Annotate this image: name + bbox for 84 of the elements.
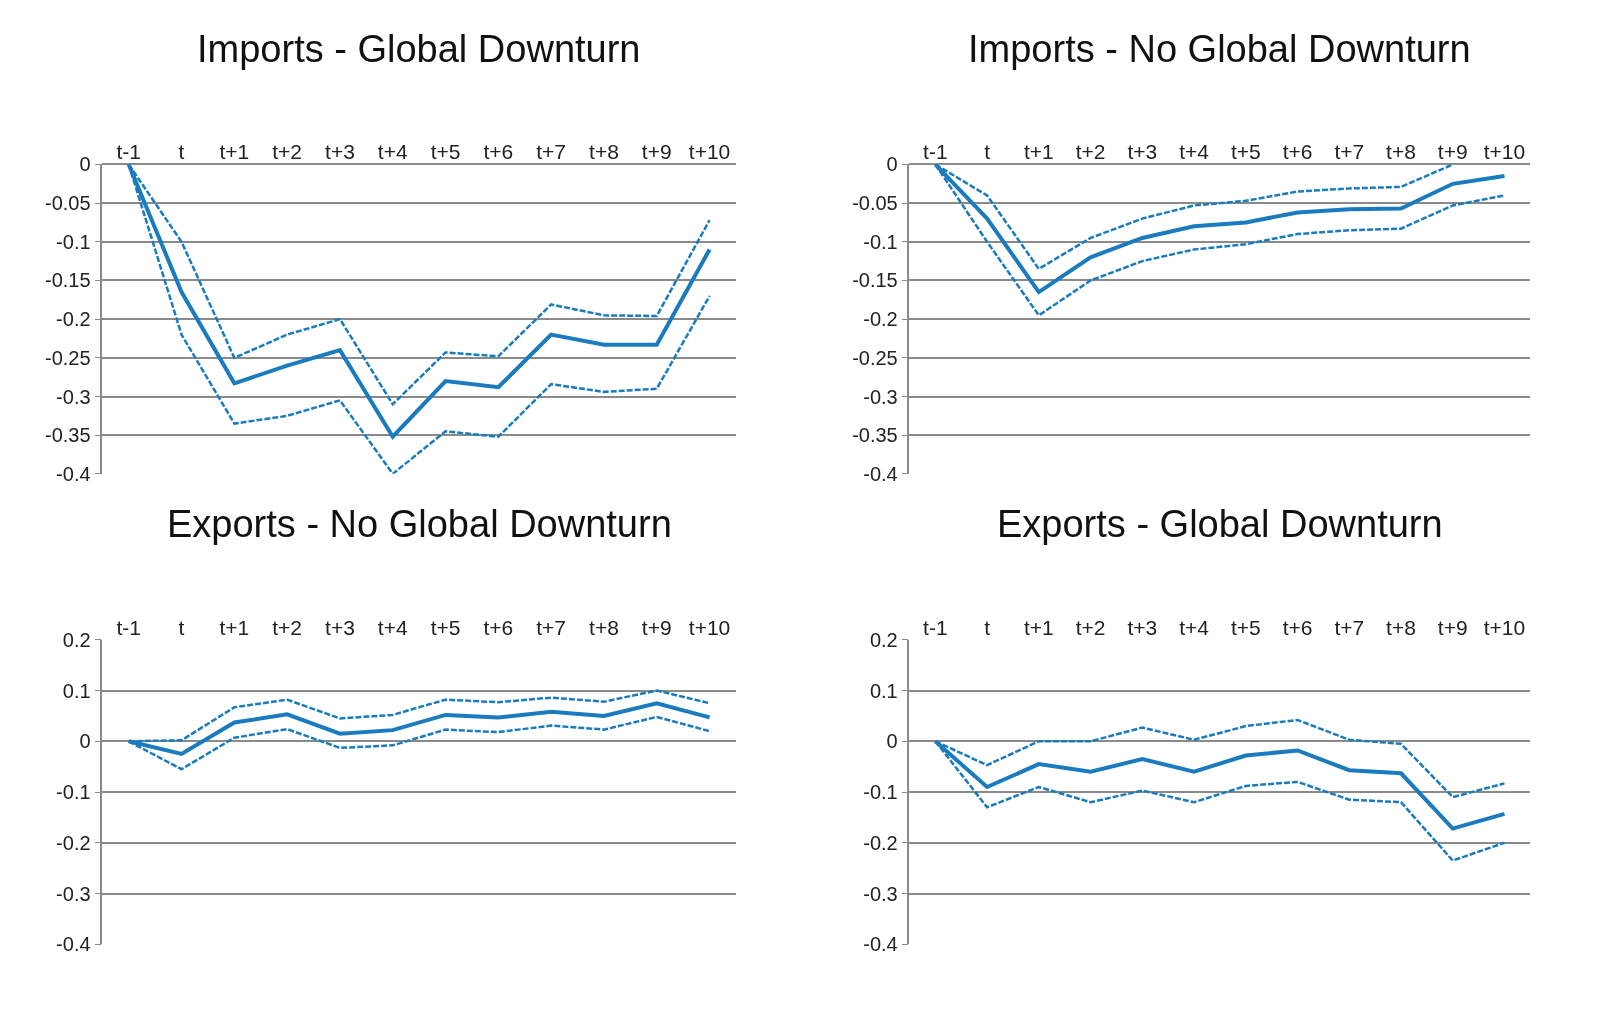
x-tick-label: t+4 [377, 140, 408, 164]
x-tick-label: t+7 [536, 140, 567, 164]
x-tick-label: t [984, 615, 991, 639]
y-tick-label: -0.1 [863, 230, 898, 253]
x-tick-label: t+8 [589, 615, 619, 639]
x-tick-label: t+2 [1075, 140, 1106, 164]
y-tick-label: 0 [886, 730, 898, 753]
y-tick-label: -0.4 [863, 462, 898, 485]
y-tick-label: 0.2 [62, 628, 91, 651]
y-tick-label: 0 [79, 730, 91, 753]
x-tick-label: t+1 [219, 615, 250, 639]
y-tick-label: -0.1 [863, 781, 898, 804]
x-tick-label: t+7 [1334, 615, 1365, 639]
chart-title: Exports - No Global Downturn [167, 503, 672, 545]
y-tick-label: 0.1 [869, 679, 898, 702]
y-tick-label: -0.1 [56, 230, 91, 253]
x-tick-label: t+3 [1127, 140, 1158, 164]
x-tick-label: t+9 [641, 140, 672, 164]
x-tick-label: t [178, 140, 185, 164]
x-tick-label: t [984, 140, 991, 164]
x-tick-label: t+2 [1075, 615, 1106, 639]
x-tick-label: t+10 [688, 615, 731, 639]
x-tick-label: t+4 [1179, 615, 1210, 639]
x-tick-label: t+5 [430, 615, 461, 639]
x-tick-label: t+6 [1282, 140, 1313, 164]
chart-title: Imports - No Global Downturn [968, 28, 1471, 70]
x-tick-label: t+6 [483, 615, 514, 639]
chart-title: Imports - Global Downturn [197, 28, 641, 70]
y-tick-label: -0.15 [852, 269, 898, 292]
x-tick-label: t+2 [272, 615, 303, 639]
y-tick-label: -0.3 [863, 385, 898, 408]
y-tick-label: 0.2 [869, 628, 898, 651]
x-tick-label: t+10 [1483, 615, 1526, 639]
y-tick-label: -0.4 [56, 462, 91, 485]
x-tick-label: t+5 [430, 140, 461, 164]
y-tick-label: -0.1 [56, 781, 91, 804]
x-tick-label: t+6 [483, 140, 514, 164]
y-tick-label: -0.3 [863, 882, 898, 905]
y-tick-label: -0.2 [863, 831, 898, 854]
x-tick-label: t+10 [688, 140, 731, 164]
x-tick-label: t+8 [1386, 615, 1416, 639]
x-tick-label: t+9 [641, 615, 672, 639]
y-tick-label: -0.4 [863, 933, 898, 956]
x-tick-label: t+2 [272, 140, 303, 164]
x-tick-label: t+5 [1230, 615, 1261, 639]
x-tick-label: t [178, 615, 185, 639]
x-tick-label: t+8 [589, 140, 619, 164]
y-tick-label: -0.4 [56, 933, 91, 956]
x-tick-label: t+4 [1179, 140, 1210, 164]
x-tick-label: t+9 [1437, 615, 1468, 639]
chart-title: Exports - Global Downturn [997, 503, 1443, 545]
x-tick-label: t+5 [1230, 140, 1261, 164]
x-tick-label: t+9 [1437, 140, 1468, 164]
x-tick-label: t-1 [116, 140, 141, 164]
x-tick-label: t-1 [923, 615, 948, 639]
y-tick-label: -0.35 [852, 424, 898, 447]
x-tick-label: t+7 [536, 615, 567, 639]
x-tick-label: t+1 [1023, 615, 1054, 639]
y-tick-label: 0 [79, 153, 91, 176]
x-tick-label: t+7 [1334, 140, 1365, 164]
x-tick-label: t+8 [1386, 140, 1416, 164]
y-tick-label: -0.35 [44, 424, 91, 447]
y-tick-label: -0.25 [852, 346, 898, 369]
y-tick-label: -0.2 [56, 831, 91, 854]
x-tick-label: t-1 [923, 140, 948, 164]
x-tick-label: t+3 [325, 615, 355, 639]
y-tick-label: -0.15 [44, 269, 91, 292]
y-tick-label: 0 [886, 153, 898, 176]
y-tick-label: -0.2 [56, 308, 91, 331]
y-tick-label: -0.05 [852, 192, 898, 215]
x-tick-label: t+4 [377, 615, 408, 639]
x-tick-label: t+1 [1023, 140, 1054, 164]
y-tick-label: -0.3 [56, 385, 91, 408]
x-tick-label: t+1 [219, 140, 250, 164]
y-tick-label: -0.05 [44, 192, 91, 215]
x-tick-label: t+10 [1483, 140, 1526, 164]
y-tick-label: 0.1 [62, 679, 91, 702]
x-tick-label: t+3 [1127, 615, 1158, 639]
y-tick-label: -0.3 [56, 882, 91, 905]
x-tick-label: t+3 [325, 140, 355, 164]
x-tick-label: t+6 [1282, 615, 1313, 639]
y-tick-label: -0.25 [44, 346, 91, 369]
y-tick-label: -0.2 [863, 308, 898, 331]
x-tick-label: t-1 [116, 615, 141, 639]
